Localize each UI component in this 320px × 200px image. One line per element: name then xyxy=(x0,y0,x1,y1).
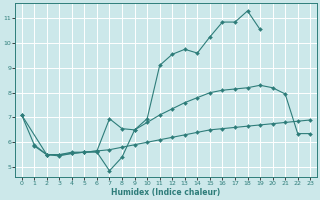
X-axis label: Humidex (Indice chaleur): Humidex (Indice chaleur) xyxy=(111,188,220,197)
